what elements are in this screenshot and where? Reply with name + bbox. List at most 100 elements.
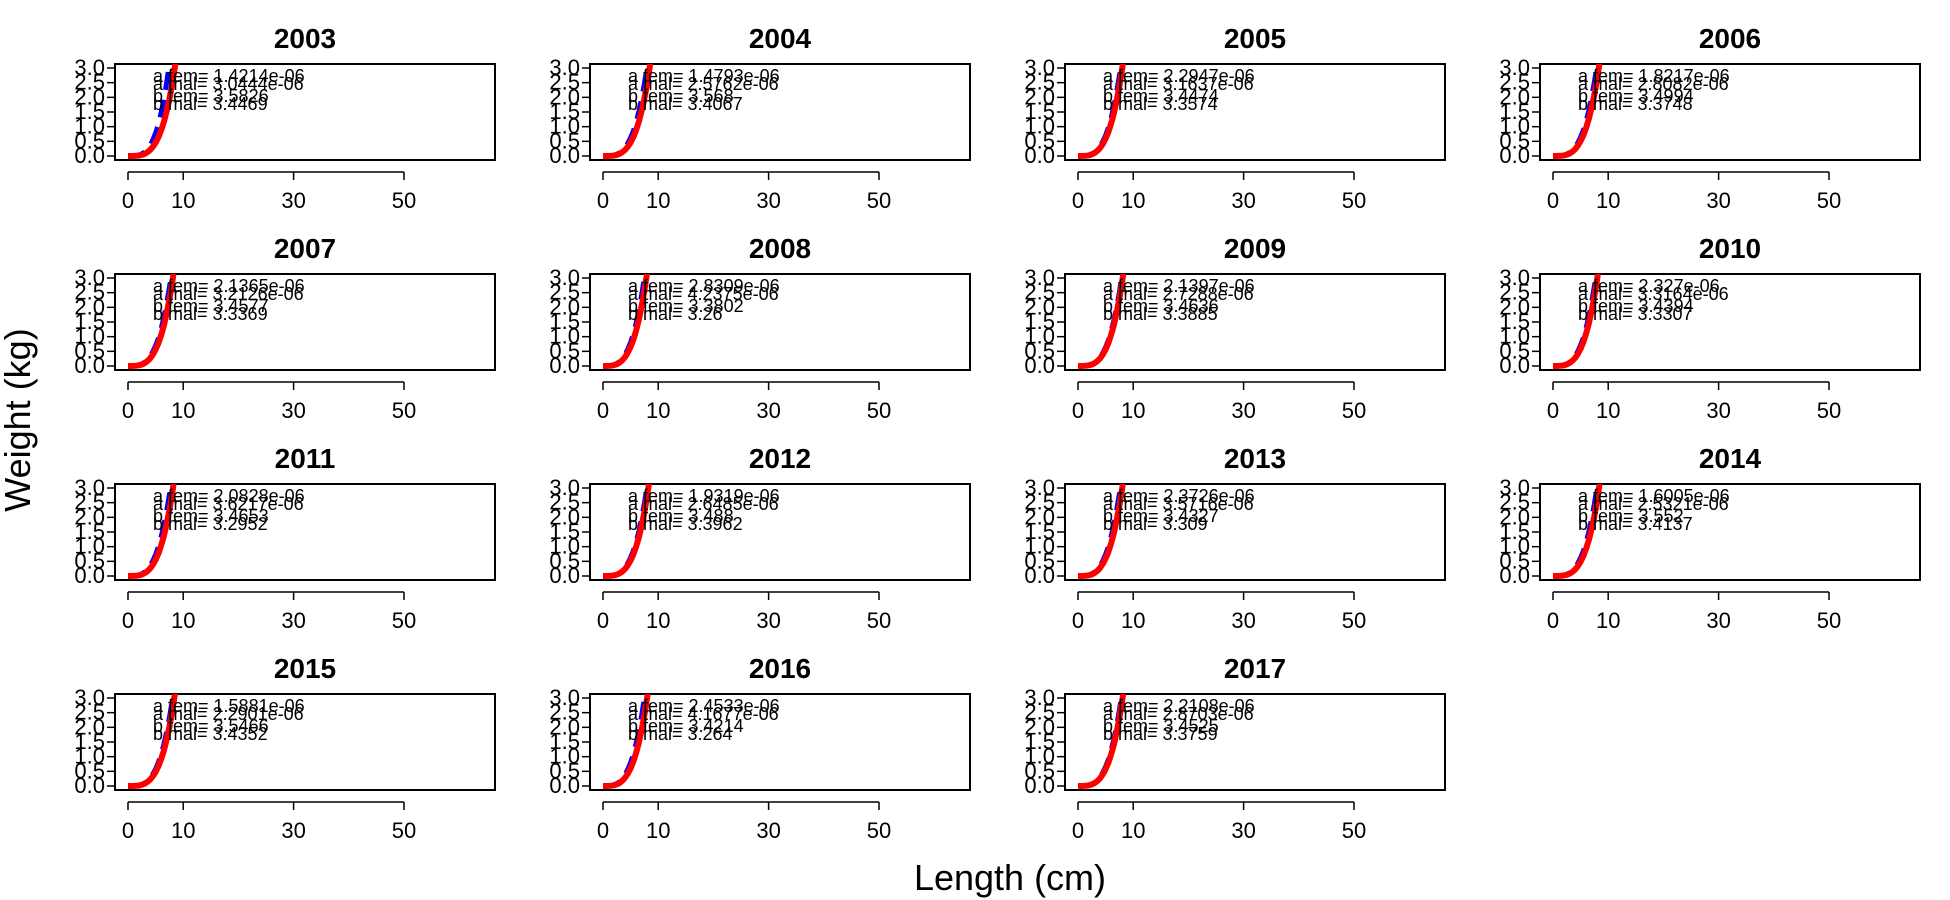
y-tick-label: 0.0 [1499,563,1530,588]
y-tick-label: 0.5 [1024,128,1055,153]
x-tick-label: 10 [646,398,670,423]
y-tick-label: 1.5 [1024,729,1055,754]
x-tick-label: 0 [122,608,134,633]
x-tick-label: 30 [756,188,780,213]
annotation-b-fem: b fem= 3.5466 [153,716,269,736]
y-tick-label: 3.0 [549,685,580,710]
x-tick-label: 30 [1231,818,1255,843]
x-tick-label: 30 [1231,608,1255,633]
annotation-a-fem: a fem= 1.4214e-06 [153,66,305,86]
annotation-b-fem: b fem= 3.552 [1578,506,1684,526]
y-tick-label: 2.0 [549,84,580,109]
y-tick-label: 0.5 [1024,548,1055,573]
annotation-a-fem: a fem= 1.5881e-06 [153,696,305,716]
y-tick-label: 0.0 [1024,773,1055,798]
x-tick-label: 30 [1231,188,1255,213]
y-tick-label: 1.5 [1024,99,1055,124]
x-tick-label: 30 [281,398,305,423]
x-tick-label: 0 [1547,188,1559,213]
annotation-b-fem: b fem= 3.5826 [153,86,269,106]
y-tick-label: 1.0 [74,744,105,769]
x-tick-label: 30 [756,608,780,633]
panel-2003: 2003 0.00.51.01.52.02.53.0 0 10 30 50 a fem= 1… [74,23,496,213]
x-tick-label: 30 [756,398,780,423]
x-tick-label: 0 [1547,398,1559,423]
y-tick-label: 1.5 [74,729,105,754]
x-tick-label: 10 [1596,608,1620,633]
annotation-b-fem: b fem= 3.4394 [1578,296,1694,316]
x-tick-label: 50 [1817,398,1841,423]
y-tick-label: 0.0 [74,563,105,588]
annotation-b-fem: b fem= 3.4525 [1103,716,1219,736]
panel-title: 2016 [749,653,811,684]
annotation-a-mal: a mal= 3.6217e-06 [153,494,304,514]
panel-2012: 2012 0.00.51.01.52.02.53.0 0 10 30 50 a fem= 1… [549,443,971,633]
panel-2013: 2013 0.00.51.01.52.02.53.0 0 10 30 50 a fem= 2… [1024,443,1446,633]
y-tick-label: 1.0 [1024,324,1055,349]
y-tick-label: 2.0 [549,504,580,529]
y-tick-label: 3.0 [1024,475,1055,500]
y-tick-label: 3.0 [1499,475,1530,500]
annotation-b-mal: b mal= 3.3748 [1578,94,1693,114]
y-tick-label: 1.5 [1024,519,1055,544]
annotation-a-mal: a mal= 2.2901e-06 [153,704,304,724]
x-tick-label: 50 [1342,818,1366,843]
y-tick-label: 2.5 [549,70,580,95]
panel-2011: 2011 0.00.51.01.52.02.53.0 0 10 30 50 a fem= 2… [74,443,496,633]
x-tick-label: 50 [1342,398,1366,423]
x-tick-label: 10 [1596,398,1620,423]
annotation-b-fem: b fem= 3.4636 [1103,296,1219,316]
annotation-b-mal: b mal= 3.26 [628,304,723,324]
y-tick-label: 2.0 [74,84,105,109]
y-tick-label: 1.0 [74,534,105,559]
x-tick-label: 30 [281,188,305,213]
x-tick-label: 0 [1072,398,1084,423]
y-tick-label: 1.0 [549,534,580,559]
panel-title: 2010 [1699,233,1761,264]
annotation-b-mal: b mal= 3.3885 [1103,304,1218,324]
y-tick-label: 1.5 [1499,99,1530,124]
y-tick-label: 2.0 [549,714,580,739]
x-tick-label: 30 [756,818,780,843]
y-tick-label: 0.0 [1499,143,1530,168]
y-tick-label: 1.0 [1499,534,1530,559]
y-tick-label: 3.0 [549,475,580,500]
x-tick-label: 30 [1706,188,1730,213]
panel-title: 2008 [749,233,811,264]
y-tick-label: 0.0 [549,773,580,798]
annotation-b-mal: b mal= 3.2952 [153,514,268,534]
y-tick-label: 0.5 [1024,338,1055,363]
annotation-a-mal: a mal= 3.0444e-06 [153,74,304,94]
annotation-b-fem: b fem= 3.4214 [628,716,744,736]
y-tick-label: 1.5 [74,309,105,334]
annotation-a-mal: a mal= 2.6485e-06 [628,494,779,514]
y-tick-label: 3.0 [549,265,580,290]
panel-title: 2013 [1224,443,1286,474]
y-tick-label: 2.5 [549,700,580,725]
annotation-b-mal: b mal= 3.3759 [1103,724,1218,744]
panel-title: 2006 [1699,23,1761,54]
x-tick-label: 50 [867,398,891,423]
y-tick-label: 3.0 [74,685,105,710]
panel-2010: 2010 0.00.51.01.52.02.53.0 0 10 30 50 a fem= 2… [1499,233,1921,423]
y-tick-label: 2.5 [1024,700,1055,725]
y-tick-label: 2.0 [74,504,105,529]
annotation-a-mal: a mal= 4.1677e-06 [628,704,779,724]
x-tick-label: 50 [392,398,416,423]
annotation-a-mal: a mal= 2.5762e-06 [628,74,779,94]
annotation-b-mal: b mal= 3.3962 [628,514,743,534]
y-tick-label: 1.5 [1024,309,1055,334]
annotation-a-mal: a mal= 2.5321e-06 [1578,494,1729,514]
y-tick-label: 2.0 [1499,294,1530,319]
annotation-b-fem: b fem= 3.488 [628,506,734,526]
annotation-a-mal: a mal= 2.7288e-06 [1103,284,1254,304]
y-tick-label: 0.5 [1499,338,1530,363]
x-tick-label: 30 [1706,608,1730,633]
y-tick-label: 0.0 [74,773,105,798]
y-tick-label: 0.0 [1499,353,1530,378]
panel-2004: 2004 0.00.51.01.52.02.53.0 0 10 30 50 a fem= 1… [549,23,971,213]
y-tick-label: 3.0 [1024,265,1055,290]
panel-title: 2005 [1224,23,1286,54]
